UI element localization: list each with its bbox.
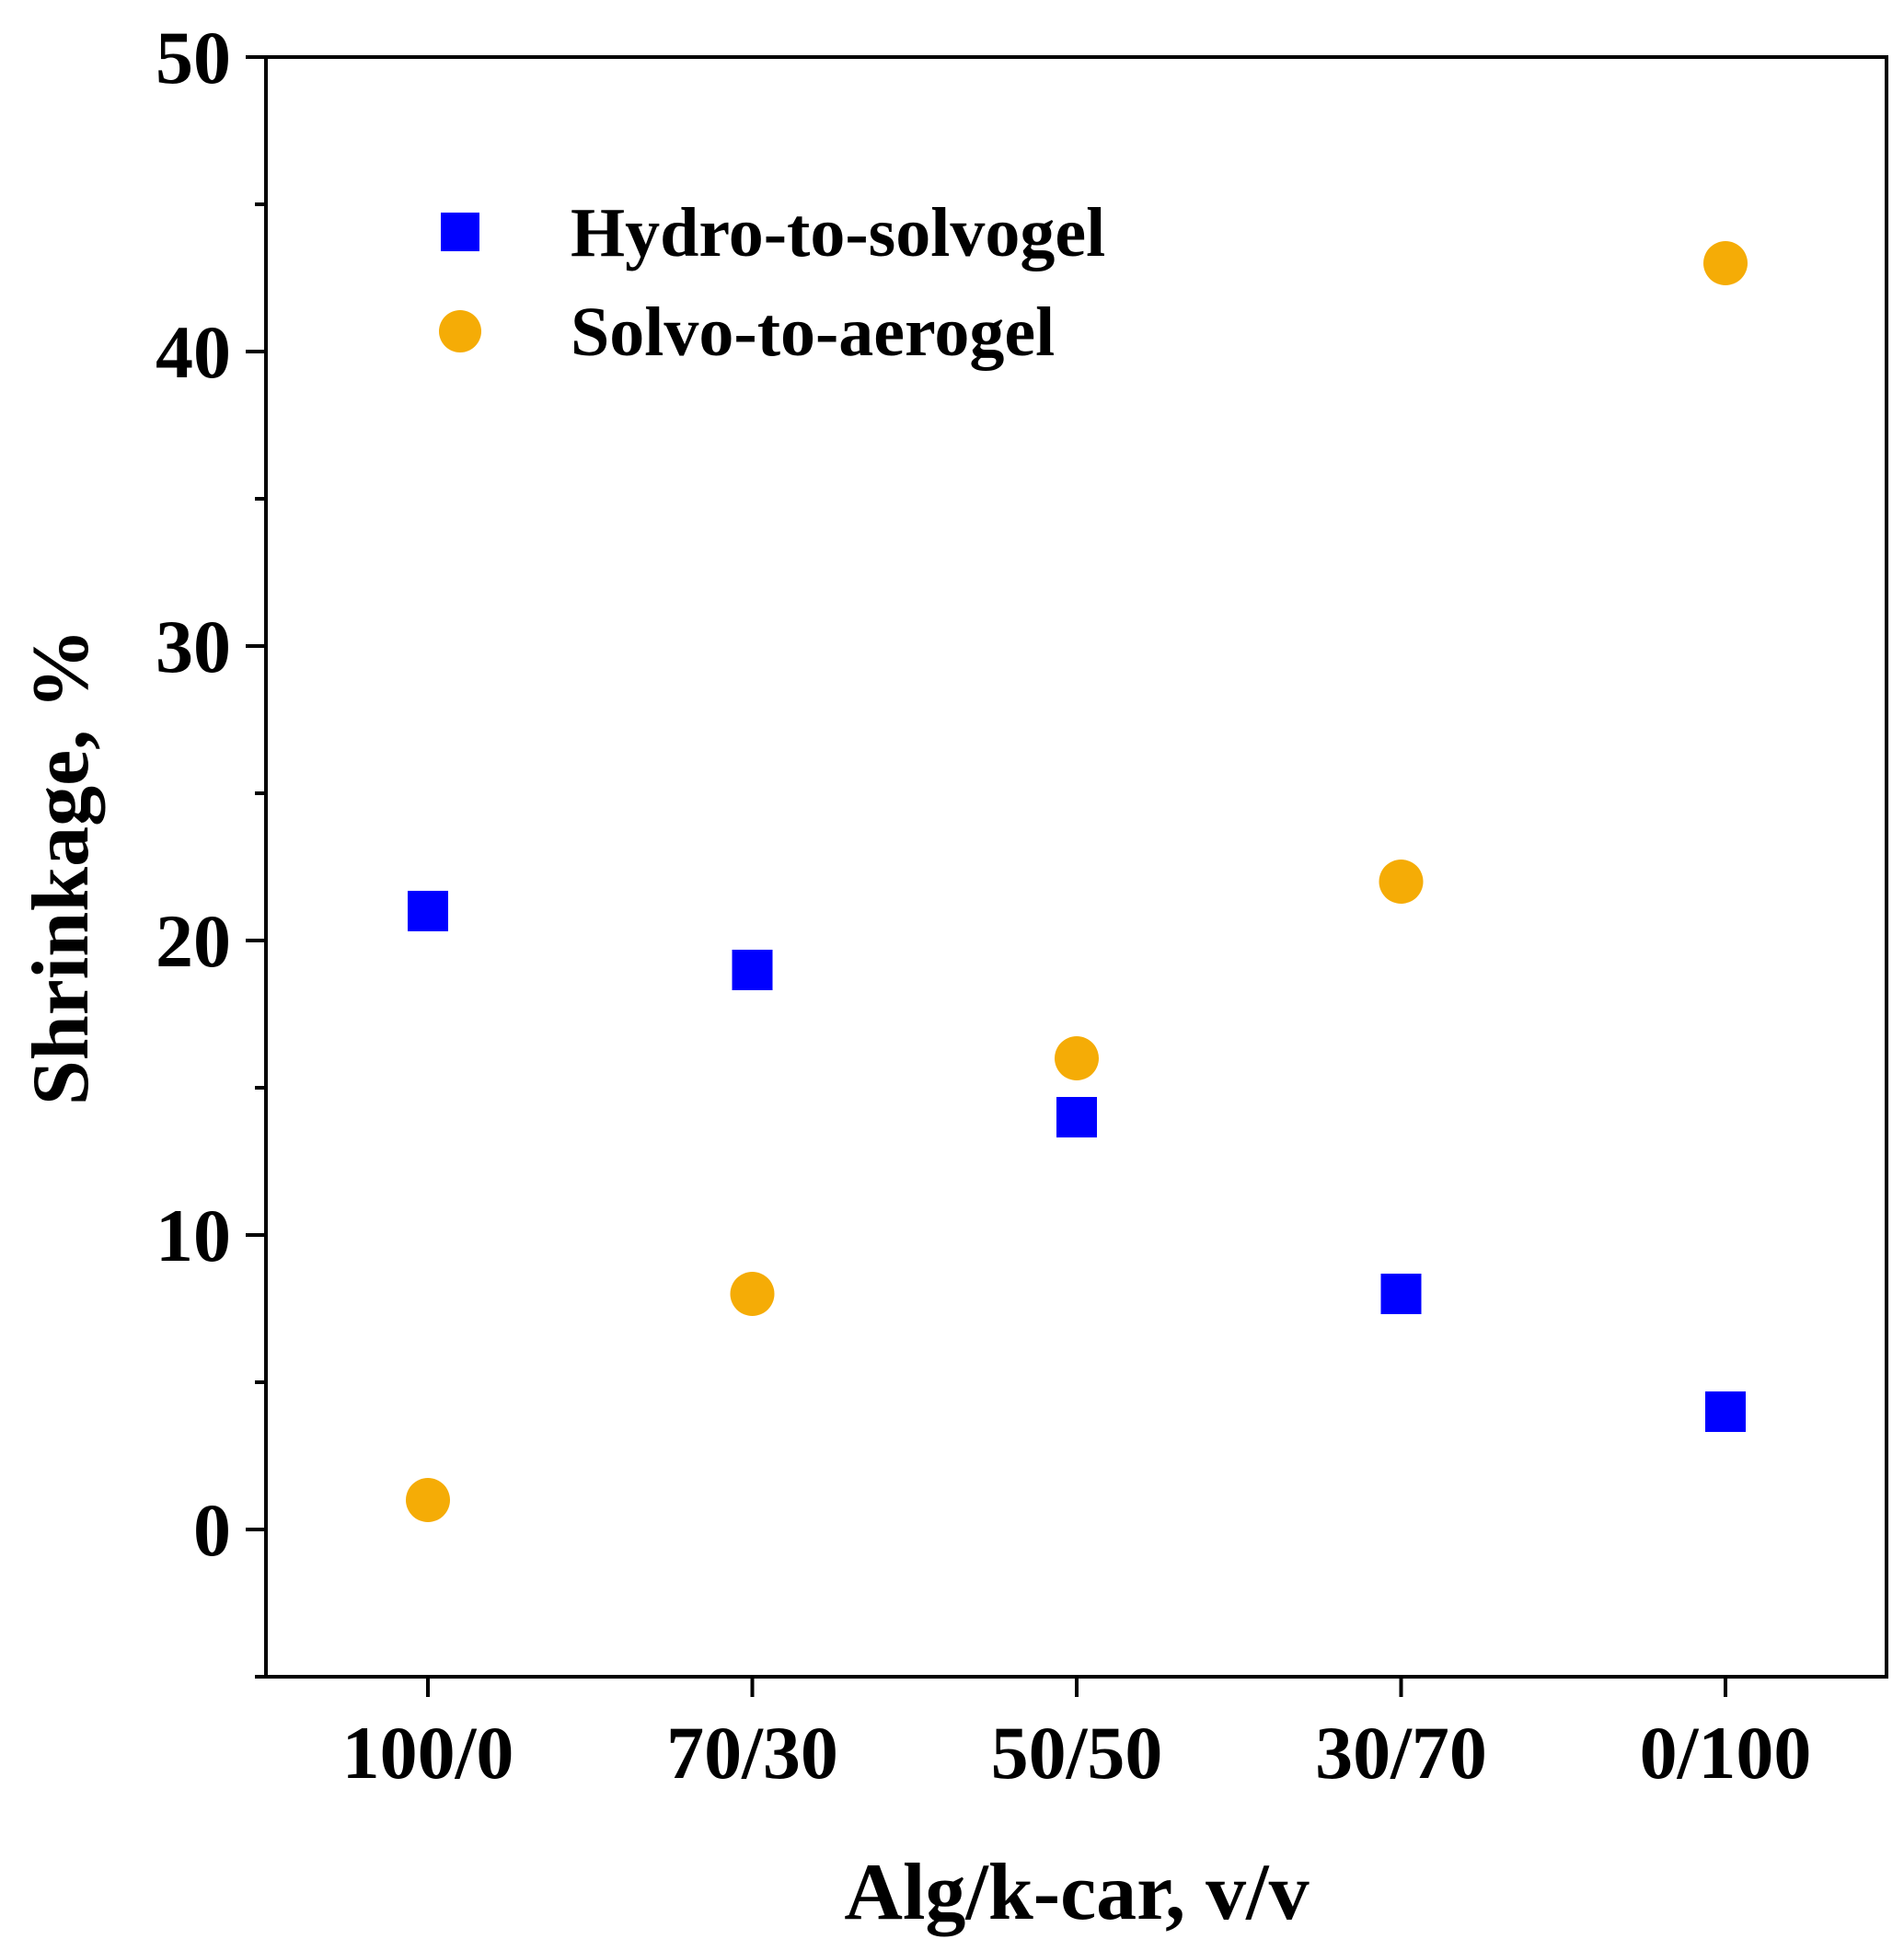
hydro-to-solvogel-point (1380, 1274, 1422, 1314)
hydro-to-solvogel-point (1056, 1097, 1097, 1137)
x-tick-label: 30/70 (1315, 1711, 1487, 1795)
hydro-to-solvogel-point (408, 891, 448, 931)
y-tick-label: 10 (156, 1194, 231, 1277)
y-tick-label: 20 (156, 899, 231, 983)
plot-frame (264, 55, 1888, 1679)
x-tick-label: 0/100 (1640, 1711, 1812, 1795)
y-tick-label: 40 (156, 310, 231, 394)
legend-label: Solvo-to-aerogel (571, 294, 1055, 371)
x-axis-ticks: 100/0 70/30 50/50 30/70 0/100 (342, 1677, 1812, 1795)
legend-label: Hydro-to-solvogel (571, 194, 1105, 271)
x-tick-label: 100/0 (342, 1711, 514, 1795)
y-tick-label: 0 (193, 1488, 231, 1572)
hydro-to-solvogel-point (732, 950, 773, 990)
solvo-to-aerogel-point (730, 1272, 775, 1316)
y-axis-ticks: 0 10 20 30 40 50 (156, 16, 266, 1679)
solvo-to-aerogel-point (1703, 241, 1748, 285)
solvo-to-aerogel-point (1055, 1036, 1099, 1080)
legend-square-marker (441, 213, 479, 251)
y-tick-label: 30 (156, 605, 231, 688)
x-tick-label: 70/30 (666, 1711, 838, 1795)
data-markers (406, 241, 1748, 1522)
y-axis-title: Shrinkage, % (17, 629, 106, 1105)
y-tick-label: 50 (156, 16, 231, 99)
legend-circle-marker (439, 310, 481, 352)
solvo-to-aerogel-point (1379, 860, 1424, 904)
x-axis-title: Alg/k-car, v/v (844, 1848, 1309, 1937)
hydro-to-solvogel-point (1705, 1391, 1746, 1432)
solvo-to-aerogel-point (406, 1478, 450, 1522)
legend: Hydro-to-solvogel Solvo-to-aerogel (439, 194, 1105, 371)
x-tick-label: 50/50 (991, 1711, 1163, 1795)
